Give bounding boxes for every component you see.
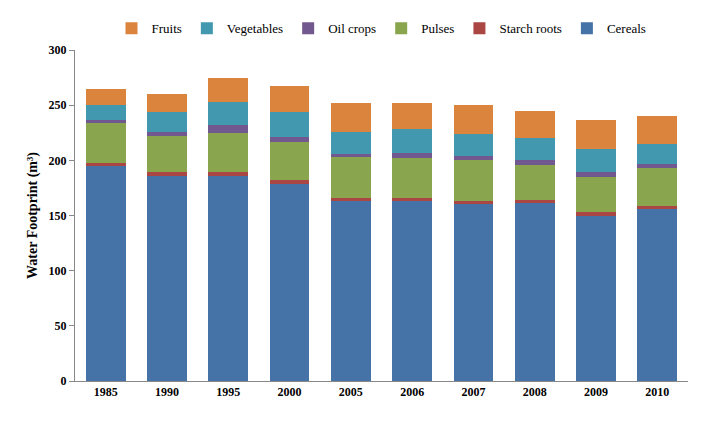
svg-text:1995: 1995 bbox=[216, 385, 240, 399]
svg-text:Vegetables: Vegetables bbox=[227, 21, 283, 36]
svg-text:Starch roots: Starch roots bbox=[499, 21, 561, 36]
svg-text:Pulses: Pulses bbox=[421, 21, 454, 36]
svg-text:300: 300 bbox=[49, 43, 67, 57]
svg-text:1985: 1985 bbox=[94, 385, 118, 399]
svg-text:100: 100 bbox=[49, 264, 67, 278]
svg-text:2000: 2000 bbox=[278, 385, 302, 399]
svg-text:0: 0 bbox=[61, 374, 67, 388]
svg-text:2010: 2010 bbox=[645, 385, 669, 399]
svg-text:50: 50 bbox=[55, 319, 67, 333]
svg-text:Cereals: Cereals bbox=[607, 21, 646, 36]
svg-text:2006: 2006 bbox=[400, 385, 424, 399]
svg-text:250: 250 bbox=[49, 98, 67, 112]
svg-text:2009: 2009 bbox=[584, 385, 608, 399]
svg-text:1990: 1990 bbox=[155, 385, 179, 399]
svg-text:2005: 2005 bbox=[339, 385, 363, 399]
svg-text:150: 150 bbox=[49, 209, 67, 223]
svg-text:2008: 2008 bbox=[523, 385, 547, 399]
svg-text:Fruits: Fruits bbox=[152, 21, 182, 36]
svg-text:2007: 2007 bbox=[461, 385, 485, 399]
svg-text:200: 200 bbox=[49, 154, 67, 168]
svg-text:Water Footprint (m³): Water Footprint (m³) bbox=[25, 152, 41, 279]
svg-text:Oil crops: Oil crops bbox=[328, 21, 376, 36]
